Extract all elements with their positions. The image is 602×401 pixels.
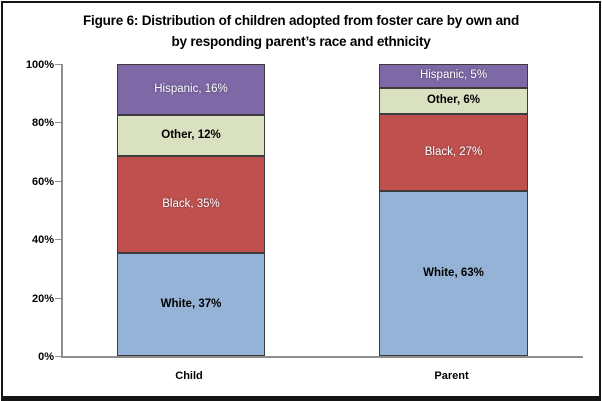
segment-child-white: White, 37% (117, 253, 265, 356)
y-axis-label: 40% (31, 234, 54, 247)
y-axis-tick (55, 180, 61, 182)
segment-parent-black: Black, 27% (379, 113, 528, 192)
data-label-parent-other: Other, 6% (426, 93, 481, 106)
y-axis-tick (55, 239, 61, 241)
y-axis-label: 0% (38, 351, 54, 363)
y-axis-tick (55, 122, 61, 124)
data-label-parent-white: White, 63% (423, 266, 484, 279)
data-label-child-hispanic: Hispanic, 16% (154, 82, 228, 95)
data-label-parent-hispanic: Hispanic, 5% (419, 69, 488, 82)
y-axis-label: 80% (31, 117, 54, 130)
data-label-child-white: White, 37% (160, 297, 222, 310)
x-axis-label-parent: Parent (434, 370, 469, 382)
segment-child-other: Other, 12% (117, 114, 265, 156)
segment-parent-other: Other, 6% (379, 87, 528, 114)
chart-title: Figure 6: Distribution of children adopt… (20, 10, 582, 52)
y-axis-label: 20% (31, 292, 54, 305)
data-label-child-black: Black, 35% (162, 197, 220, 210)
bar-child: Hispanic, 16% Other, 12% Black, 35% White, … (117, 64, 265, 356)
segment-child-black: Black, 35% (117, 155, 265, 254)
chart-title-line2: by responding parent’s race and ethnicit… (171, 34, 431, 49)
y-axis-label: 60% (31, 175, 54, 188)
segment-parent-hispanic: Hispanic, 5% (379, 64, 528, 88)
data-label-parent-black: Black, 27% (424, 145, 483, 158)
segment-child-hispanic: Hispanic, 16% (117, 64, 265, 115)
y-axis-tick (55, 64, 61, 65)
data-label-child-other: Other, 12% (161, 128, 221, 141)
y-axis-tick (55, 297, 61, 299)
y-axis-tick (55, 356, 61, 357)
bar-parent: Hispanic, 5% Other, 6% Black, 27% White, 63… (379, 64, 528, 356)
chart-title-line1: Figure 6: Distribution of children adopt… (82, 13, 520, 28)
plot-area: Hispanic, 16% Other, 12% Black, 35% White, … (55, 64, 583, 358)
segment-parent-white: White, 63% (379, 191, 528, 356)
y-axis-label: 100% (25, 59, 54, 71)
x-axis-label-child: Child (175, 370, 203, 382)
